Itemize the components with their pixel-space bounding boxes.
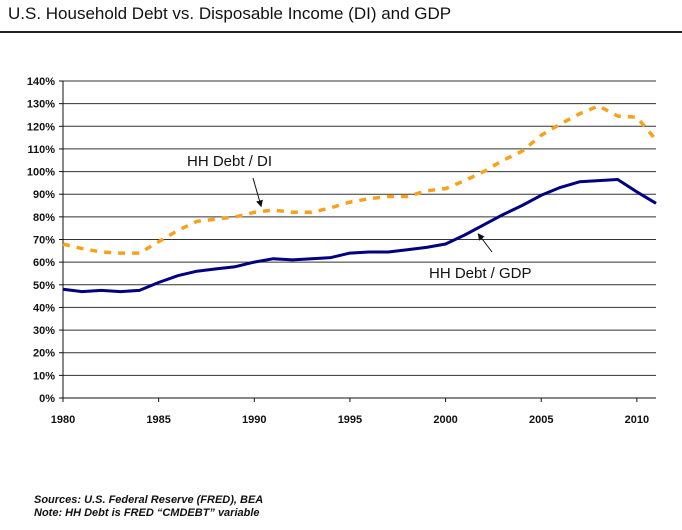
gridlines xyxy=(63,80,656,376)
annotation-arrow-gdp xyxy=(477,233,493,253)
y-tick-label: 20% xyxy=(33,348,55,360)
y-tick-label: 90% xyxy=(33,189,55,201)
y-tick-label: 120% xyxy=(27,121,55,133)
y-tick-label: 130% xyxy=(27,99,55,111)
series-line-hh-debt-gdp xyxy=(62,178,657,294)
y-tick-label: 80% xyxy=(33,212,55,224)
x-axis-ticks: 1980 1985 1990 1995 2000 2005 2010 xyxy=(51,398,649,426)
y-tick-label: 0% xyxy=(39,393,55,405)
series-group xyxy=(62,104,658,294)
footer-sources: Sources: U.S. Federal Reserve (FRED), BE… xyxy=(34,494,264,506)
footer-note: Note: HH Debt is FRED “CMDEBT” variable xyxy=(34,507,260,519)
y-tick-label: 70% xyxy=(33,235,55,247)
y-tick-label: 110% xyxy=(27,144,55,156)
x-tick-label: 2000 xyxy=(433,414,457,426)
chart-footer: Sources: U.S. Federal Reserve (FRED), BE… xyxy=(34,494,263,520)
x-tick-label: 1980 xyxy=(51,414,75,426)
annotation-arrow-di xyxy=(252,177,263,208)
annotation-hh-debt-di: HH Debt / DI xyxy=(187,153,272,170)
x-tick-label: 2010 xyxy=(625,414,649,426)
x-tick-label: 1990 xyxy=(242,414,266,426)
chart-title: U.S. Household Debt vs. Disposable Incom… xyxy=(8,4,452,23)
annotation-hh-debt-gdp: HH Debt / GDP xyxy=(429,265,532,282)
annotations: HH Debt / DI HH Debt / GDP xyxy=(187,153,532,282)
series-line-hh-debt-di xyxy=(62,104,658,255)
y-tick-label: 60% xyxy=(33,257,55,269)
x-tick-label: 1985 xyxy=(146,414,170,426)
y-tick-label: 10% xyxy=(33,370,55,382)
y-tick-label: 50% xyxy=(33,280,55,292)
y-tick-label: 100% xyxy=(27,167,55,179)
y-tick-label: 30% xyxy=(33,325,55,337)
x-tick-label: 2005 xyxy=(529,414,553,426)
y-tick-label: 140% xyxy=(27,76,55,88)
x-tick-label: 1995 xyxy=(338,414,362,426)
y-tick-label: 40% xyxy=(33,302,55,314)
title-underline xyxy=(0,31,682,33)
y-axis-ticks: 0% 10% 20% 30% 40% 50% 60% 70% 80% 90% 100% 110% 120… xyxy=(27,76,63,405)
